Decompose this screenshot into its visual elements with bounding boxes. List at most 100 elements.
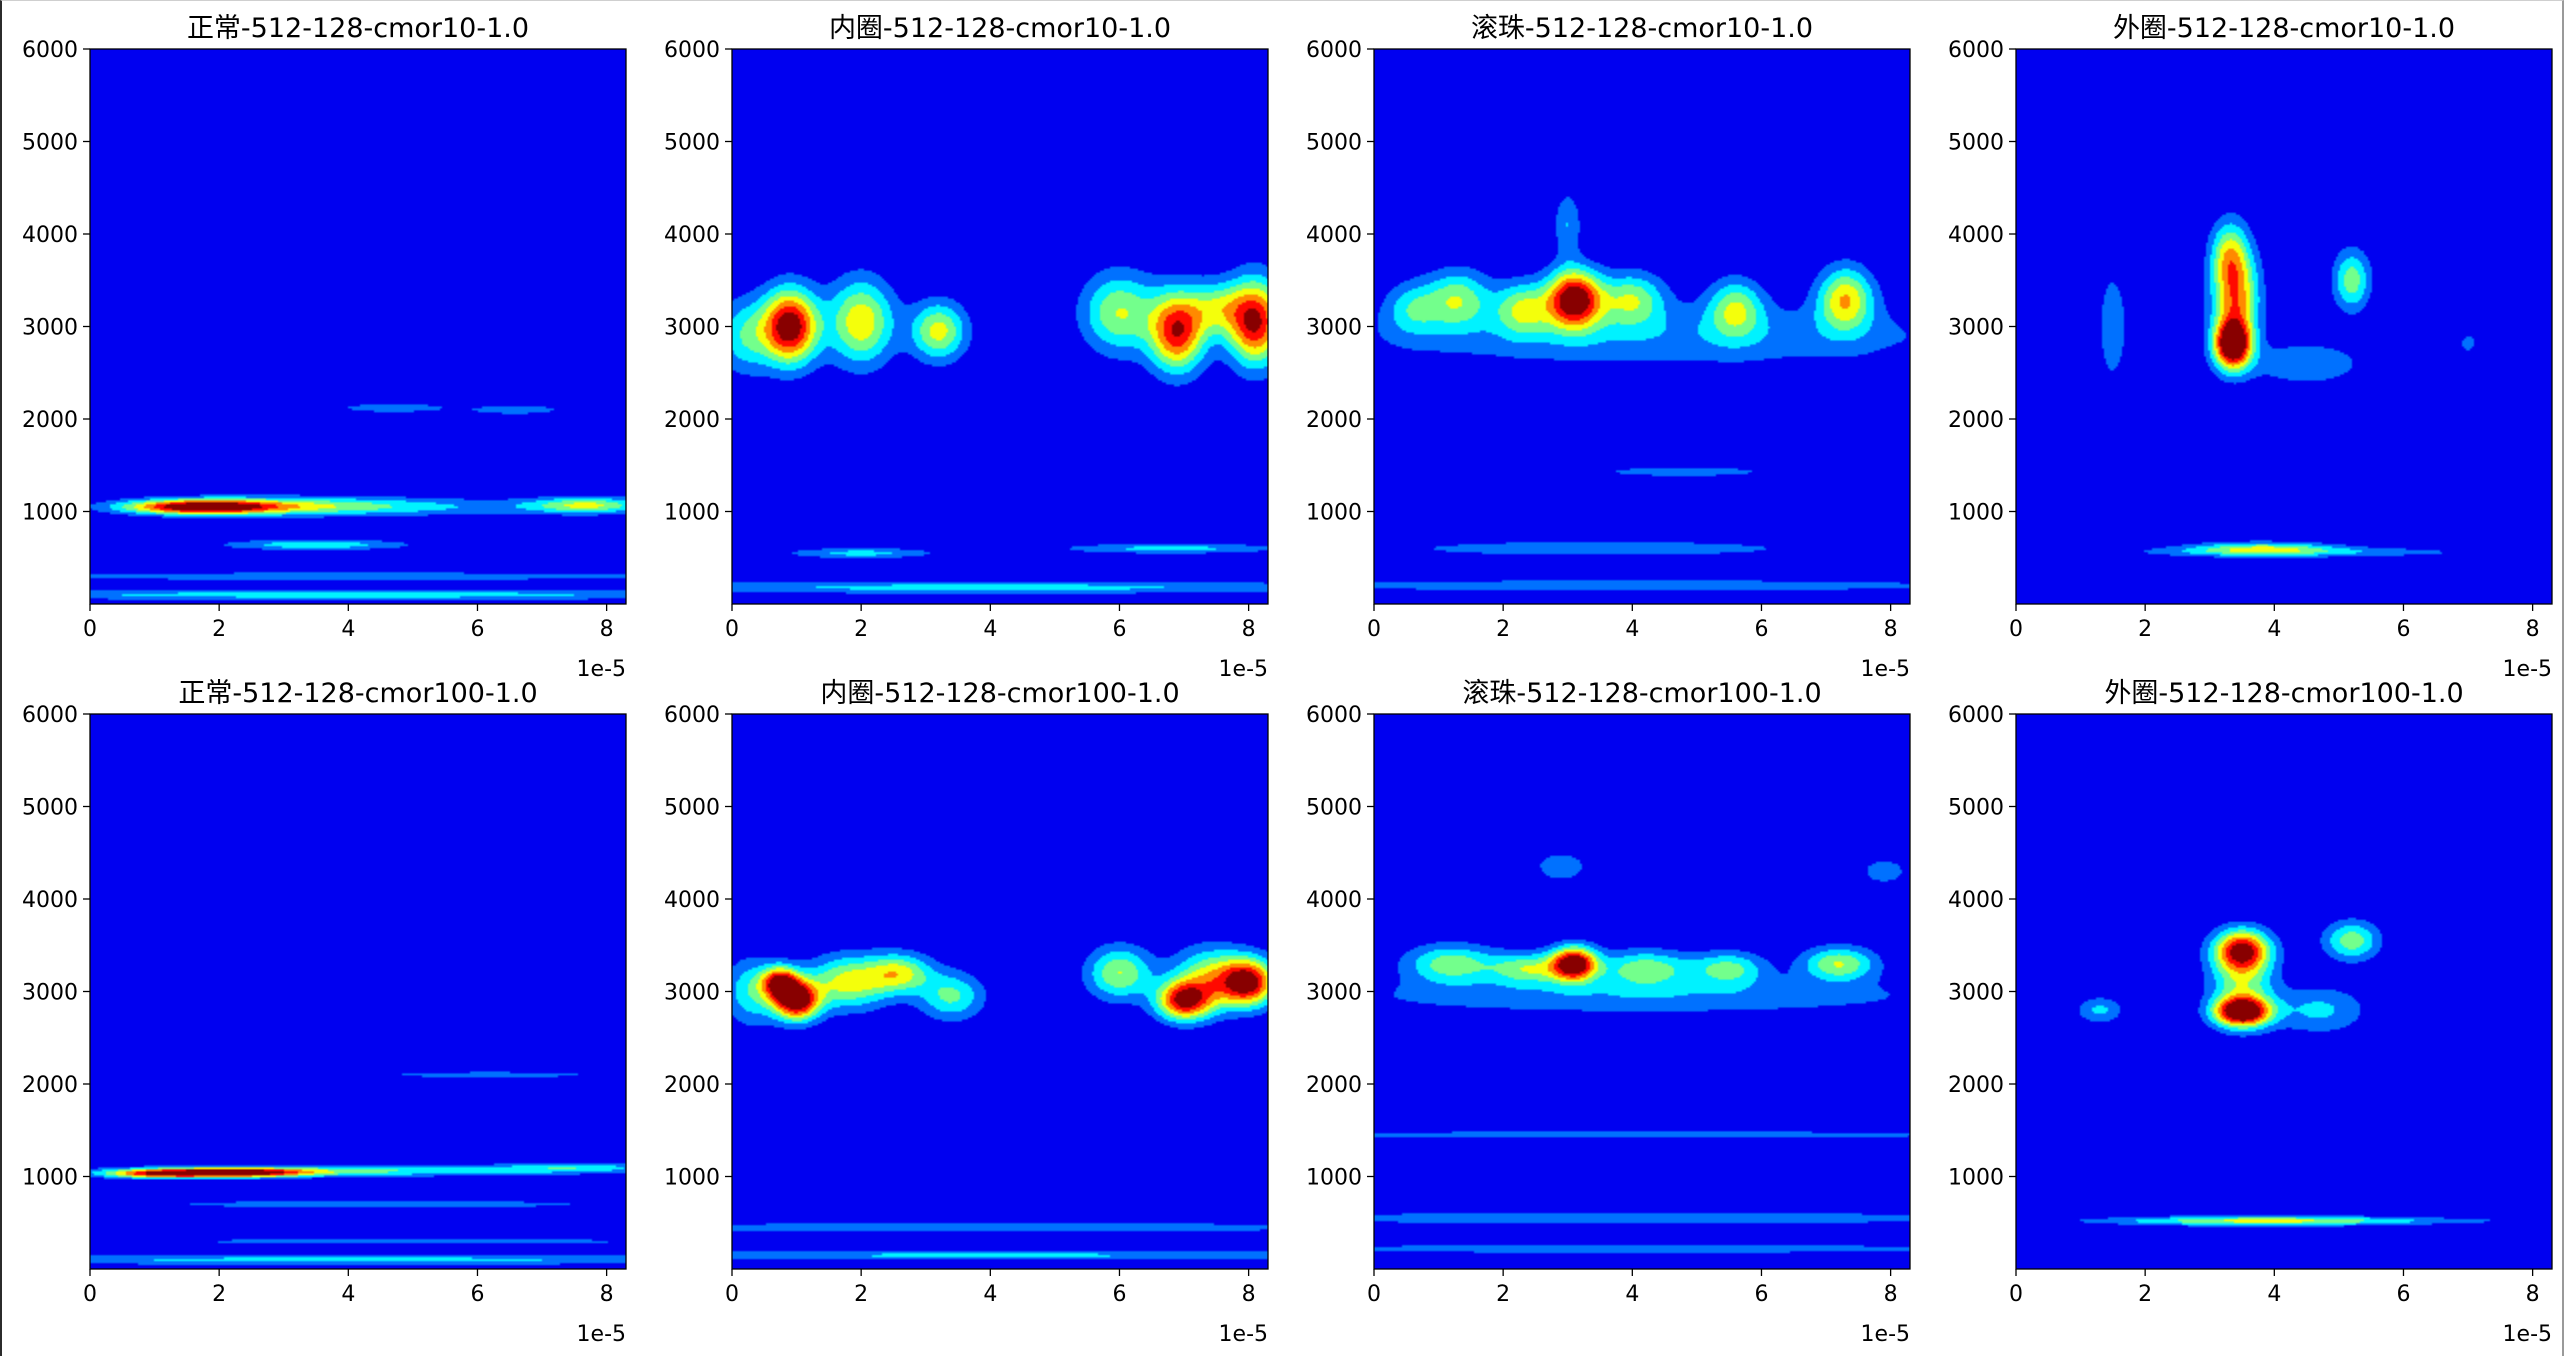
chart-title: 外圈-512-128-cmor10-1.0 <box>2113 13 2455 44</box>
x-tick-label: 0 <box>1367 1282 1381 1307</box>
y-tick-label: 2000 <box>22 1073 78 1098</box>
y-tick-label: 6000 <box>664 703 720 728</box>
y-tick-label: 4000 <box>664 223 720 248</box>
x-tick-label: 6 <box>1754 1282 1768 1307</box>
y-tick-label: 2000 <box>1948 408 2004 433</box>
heatmap-image <box>1374 49 1910 604</box>
x-tick-label: 0 <box>725 1282 739 1307</box>
y-tick-label: 4000 <box>22 888 78 913</box>
y-tick-label: 6000 <box>1306 703 1362 728</box>
x-tick-label: 2 <box>1496 1282 1510 1307</box>
y-tick-label: 2000 <box>1306 1073 1362 1098</box>
x-tick-label: 4 <box>2267 1282 2281 1307</box>
y-tick-label: 1000 <box>22 1166 78 1191</box>
y-tick-label: 6000 <box>22 703 78 728</box>
chart-title: 外圈-512-128-cmor100-1.0 <box>2104 678 2463 709</box>
y-tick-label: 6000 <box>664 38 720 63</box>
x-tick-label: 4 <box>1625 617 1639 642</box>
x-tick-label: 2 <box>2138 617 2152 642</box>
y-tick-label: 5000 <box>22 131 78 156</box>
x-tick-label: 0 <box>2009 617 2023 642</box>
y-tick-label: 5000 <box>1306 796 1362 821</box>
y-tick-label: 3000 <box>1306 981 1362 1006</box>
x-tick-label: 0 <box>1367 617 1381 642</box>
x-tick-label: 6 <box>1112 617 1126 642</box>
x-tick-label: 2 <box>1496 617 1510 642</box>
y-tick-label: 4000 <box>664 888 720 913</box>
x-tick-label: 0 <box>2009 1282 2023 1307</box>
y-tick-label: 6000 <box>1948 703 2004 728</box>
x-tick-label: 8 <box>2526 1282 2540 1307</box>
x-tick-label: 4 <box>983 617 997 642</box>
y-tick-label: 6000 <box>1306 38 1362 63</box>
x-tick-label: 0 <box>83 1282 97 1307</box>
y-tick-label: 3000 <box>1306 316 1362 341</box>
chart-title: 内圈-512-128-cmor10-1.0 <box>829 13 1171 44</box>
x-scale-factor: 1e-5 <box>1219 657 1268 682</box>
y-tick-label: 1000 <box>1306 501 1362 526</box>
y-tick-label: 2000 <box>1306 408 1362 433</box>
heatmap-image <box>1374 714 1910 1269</box>
heatmap-image <box>2016 49 2552 604</box>
y-tick-label: 2000 <box>22 408 78 433</box>
subplot-2: 内圈-512-128-cmor10-1.0 0 2 4 6 8 1000 2000 3000 40… <box>664 13 1269 682</box>
x-scale-factor: 1e-5 <box>2503 1322 2552 1347</box>
subplot-6: 内圈-512-128-cmor100-1.0 0 2 4 6 8 1000 2000 3000 4… <box>664 678 1269 1347</box>
y-tick-label: 2000 <box>664 1073 720 1098</box>
y-tick-label: 4000 <box>1306 223 1362 248</box>
y-tick-label: 5000 <box>22 796 78 821</box>
x-tick-label: 4 <box>1625 1282 1639 1307</box>
x-tick-label: 6 <box>470 1282 484 1307</box>
y-tick-label: 5000 <box>1948 796 2004 821</box>
heatmap-image <box>90 49 626 604</box>
x-tick-label: 6 <box>2396 617 2410 642</box>
y-tick-label: 2000 <box>1948 1073 2004 1098</box>
y-tick-label: 4000 <box>22 223 78 248</box>
x-tick-label: 6 <box>470 617 484 642</box>
y-tick-label: 3000 <box>664 981 720 1006</box>
y-tick-label: 3000 <box>1948 981 2004 1006</box>
chart-title: 正常-512-128-cmor100-1.0 <box>178 678 537 709</box>
x-tick-label: 8 <box>1242 617 1256 642</box>
y-tick-label: 6000 <box>22 38 78 63</box>
x-scale-factor: 1e-5 <box>1861 1322 1910 1347</box>
chart-title: 滚珠-512-128-cmor10-1.0 <box>1471 13 1813 44</box>
subplot-grid: 正常-512-128-cmor10-1.00 2 4 6 810002000300040… <box>22 13 2553 1347</box>
x-tick-label: 0 <box>725 617 739 642</box>
y-tick-label: 3000 <box>664 316 720 341</box>
x-tick-label: 4 <box>341 617 355 642</box>
x-scale-factor: 1e-5 <box>1219 1322 1268 1347</box>
subplot-8: 外圈-512-128-cmor100-1.0 0 2 4 6 8 1000 2000 3000 4… <box>1948 678 2553 1347</box>
x-scale-factor: 1e-5 <box>577 657 626 682</box>
x-scale-factor: 1e-5 <box>1861 657 1910 682</box>
y-tick-label: 3000 <box>22 981 78 1006</box>
x-tick-label: 8 <box>1884 1282 1898 1307</box>
chart-title: 滚珠-512-128-cmor100-1.0 <box>1462 678 1821 709</box>
y-tick-label: 1000 <box>664 1166 720 1191</box>
chart-title: 正常-512-128-cmor10-1.0 <box>187 13 529 44</box>
heatmap-image <box>732 49 1268 604</box>
y-tick-label: 3000 <box>1948 316 2004 341</box>
chart-title: 内圈-512-128-cmor100-1.0 <box>820 678 1179 709</box>
x-tick-label: 6 <box>1112 1282 1126 1307</box>
x-tick-label: 8 <box>600 1282 614 1307</box>
y-tick-label: 4000 <box>1948 223 2004 248</box>
y-tick-label: 6000 <box>1948 38 2004 63</box>
y-tick-label: 4000 <box>1306 888 1362 913</box>
y-tick-label: 4000 <box>1948 888 2004 913</box>
y-tick-label: 2000 <box>664 408 720 433</box>
x-tick-label: 2 <box>854 1282 868 1307</box>
x-scale-factor: 1e-5 <box>2503 657 2552 682</box>
y-tick-label: 1000 <box>1306 1166 1362 1191</box>
y-tick-label: 5000 <box>664 796 720 821</box>
heatmap-image <box>732 714 1268 1269</box>
x-tick-label: 2 <box>212 617 226 642</box>
subplot-1: 正常-512-128-cmor10-1.0 0 2 4 6 8 1000 2000 3000 40… <box>22 13 627 682</box>
x-tick-label: 8 <box>1242 1282 1256 1307</box>
x-tick-label: 0 <box>83 617 97 642</box>
subplot-4: 外圈-512-128-cmor10-1.0 0 2 4 6 8 1000 2000 3000 40… <box>1948 13 2553 682</box>
y-tick-label: 3000 <box>22 316 78 341</box>
x-tick-label: 8 <box>1884 617 1898 642</box>
x-tick-label: 8 <box>2526 617 2540 642</box>
